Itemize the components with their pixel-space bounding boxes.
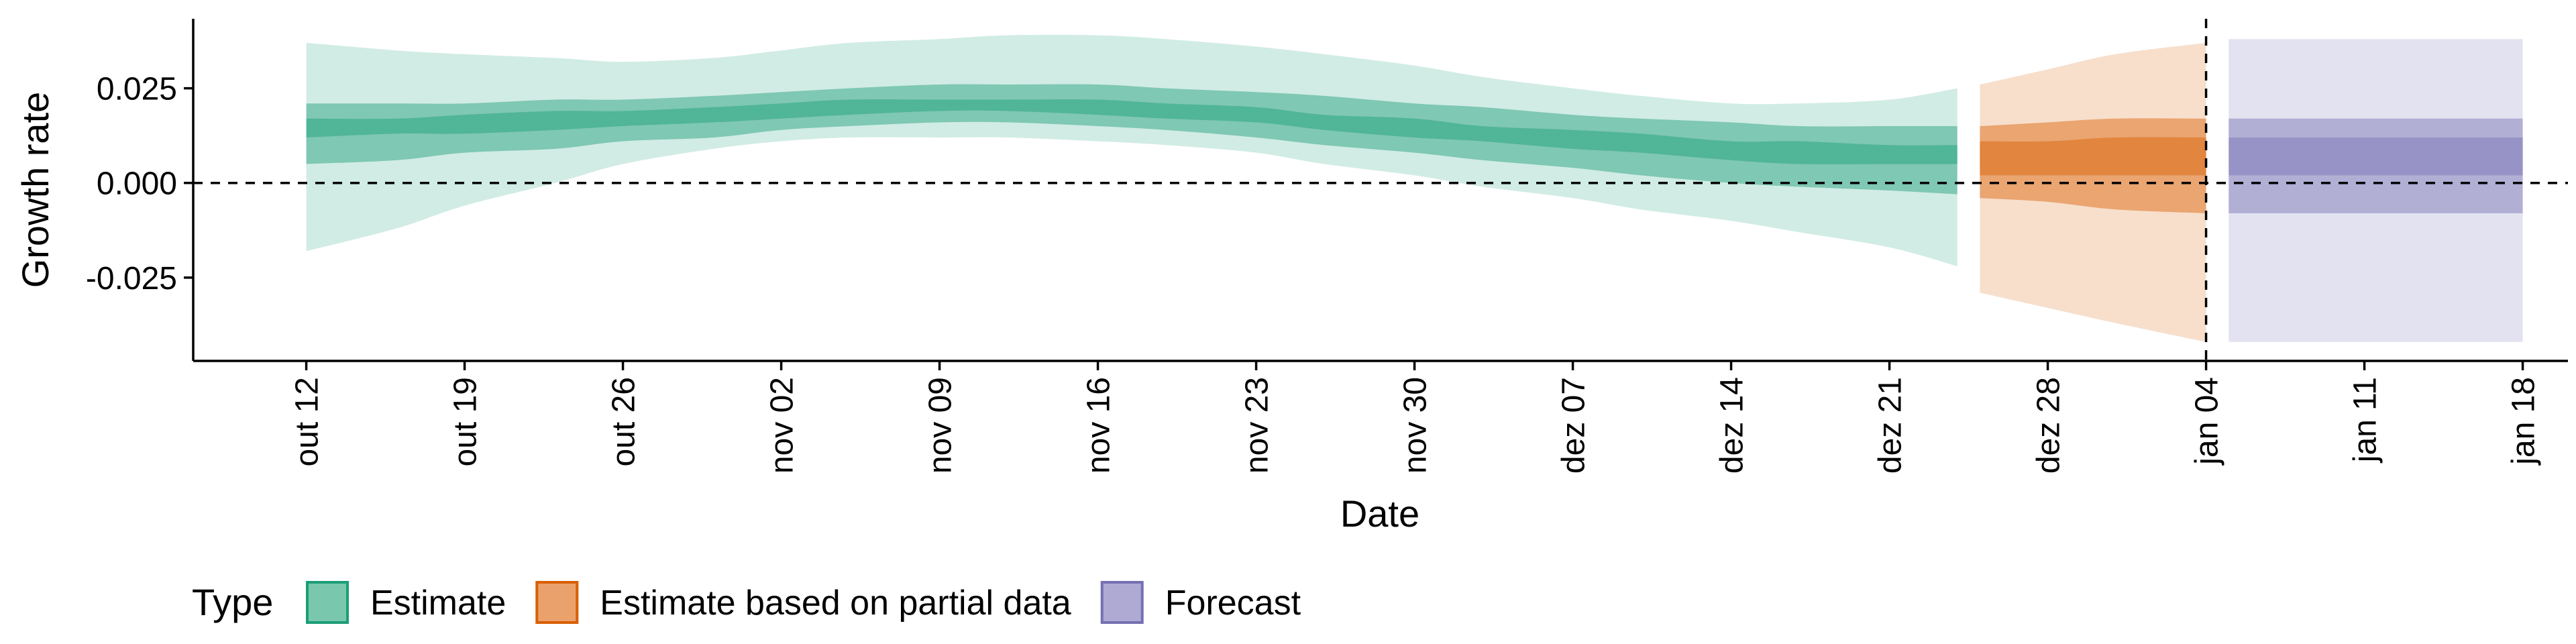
legend-label-estimate-based-on-partial-data: Estimate based on partial data (600, 584, 1071, 623)
legend-swatch-forecast (1100, 581, 1144, 624)
x-axis-ticks: out 12 out 19 out 26 nov 02 nov 09 nov 16 nov … (290, 361, 2542, 474)
x-tick-label: out 19 (448, 377, 484, 466)
y-tick-label: 0.025 (97, 72, 177, 107)
estimate-based-on-partial-data-band-20 (1980, 137, 2206, 176)
legend-title: Type (192, 581, 273, 623)
y-tick-label: -0.025 (86, 261, 177, 297)
x-tick-label: nov 23 (1240, 377, 1275, 474)
legend-swatch-estimate (306, 581, 349, 624)
x-tick-label: nov 30 (1398, 377, 1434, 474)
x-tick-label: nov 02 (765, 377, 800, 474)
legend-items: Estimate Estimate based on partial data Fo… (306, 581, 1301, 624)
estimate-band-20 (306, 99, 1957, 164)
forecast-band-20 (2229, 138, 2523, 176)
y-axis-title: Growth rate (14, 92, 56, 288)
x-tick-label: out 12 (290, 377, 325, 466)
x-tick-label: dez 21 (1873, 377, 1909, 474)
x-tick-label: jan 11 (2348, 377, 2383, 464)
x-tick-label: jan 04 (2190, 377, 2225, 466)
reference-lines (193, 19, 2568, 361)
x-tick-label: dez 14 (1715, 377, 1750, 474)
x-tick-label: dez 07 (1556, 377, 1592, 474)
axes (192, 19, 2568, 362)
x-axis-title: Date (1340, 492, 1419, 535)
x-tick-label: nov 09 (923, 377, 959, 474)
legend-label-forecast: Forecast (1165, 584, 1301, 623)
uncertainty-bands (306, 34, 2523, 342)
y-axis-ticks: 0.025 0.000 -0.025 (86, 72, 193, 297)
estimate-band-50 (306, 84, 1957, 195)
y-tick-label: 0.000 (97, 166, 177, 202)
estimate-based-on-partial-data-band-90 (1980, 42, 2206, 342)
legend-swatch-estimate-based-on-partial-data (535, 581, 579, 624)
x-tick-label: out 26 (606, 377, 642, 466)
estimate-based-on-partial-data-band-50 (1980, 118, 2206, 213)
x-tick-label: jan 18 (2506, 377, 2542, 466)
forecast-band-90 (2229, 39, 2523, 342)
x-tick-label: nov 16 (1081, 377, 1117, 474)
legend: Type Estimate Estimate based on partial d… (192, 581, 1301, 624)
legend-label-estimate: Estimate (370, 584, 506, 623)
estimate-band-90 (306, 34, 1957, 266)
x-tick-label: dez 28 (2031, 377, 2067, 474)
forecast-band-50 (2229, 118, 2523, 213)
